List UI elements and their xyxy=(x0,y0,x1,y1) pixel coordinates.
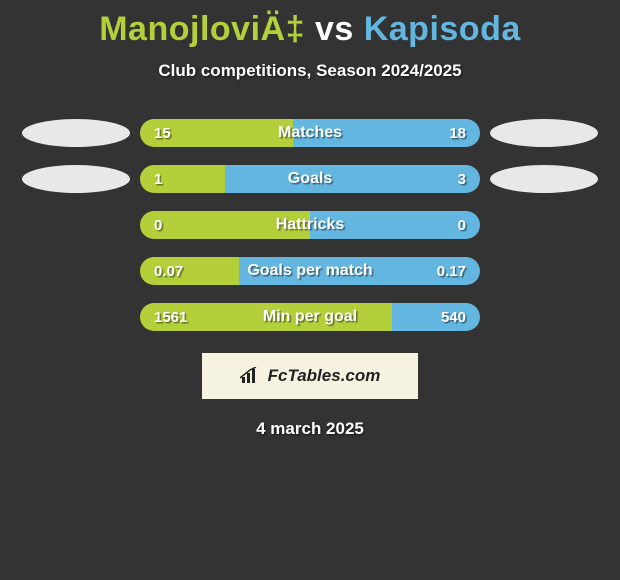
stat-bar-left xyxy=(140,165,225,193)
stat-bar-right xyxy=(310,211,480,239)
vs-text: vs xyxy=(315,10,354,48)
stat-bar: Hattricks00 xyxy=(140,211,480,239)
ellipse-slot-right xyxy=(480,257,608,285)
stat-bar-left xyxy=(140,211,310,239)
stat-bar-right xyxy=(293,119,480,147)
stat-bar-right xyxy=(225,165,480,193)
stat-bar: Matches1518 xyxy=(140,119,480,147)
date-text: 4 march 2025 xyxy=(256,419,364,439)
ellipse-slot-right xyxy=(480,165,608,193)
player2-photo-ellipse xyxy=(490,165,598,193)
ellipse-slot-left xyxy=(12,165,140,193)
stat-bar: Goals per match0.070.17 xyxy=(140,257,480,285)
stats-rows: Matches1518 Goals13 Hattricks00 Goals per m… xyxy=(0,119,620,331)
stat-bar-right xyxy=(239,257,480,285)
player1-name: ManojloviÄ‡ xyxy=(99,10,305,48)
page-title: ManojloviÄ‡ vs Kapisoda xyxy=(99,10,521,49)
stat-bar-right xyxy=(392,303,480,331)
stat-row: Min per goal1561540 xyxy=(0,303,620,331)
infographic-container: ManojloviÄ‡ vs Kapisoda Club competition… xyxy=(0,0,620,439)
stat-bar-left xyxy=(140,257,239,285)
ellipse-slot-left xyxy=(12,211,140,239)
stat-bar: Goals13 xyxy=(140,165,480,193)
brand-box: FcTables.com xyxy=(202,353,418,399)
ellipse-slot-right xyxy=(480,303,608,331)
ellipse-slot-left xyxy=(12,257,140,285)
ellipse-slot-left xyxy=(12,119,140,147)
subtitle: Club competitions, Season 2024/2025 xyxy=(158,61,461,81)
ellipse-slot-right xyxy=(480,211,608,239)
stat-bar-left xyxy=(140,303,392,331)
ellipse-slot-right xyxy=(480,119,608,147)
stat-bar: Min per goal1561540 xyxy=(140,303,480,331)
stat-row: Hattricks00 xyxy=(0,211,620,239)
stat-bar-left xyxy=(140,119,293,147)
stat-row: Goals13 xyxy=(0,165,620,193)
player1-photo-ellipse xyxy=(22,119,130,147)
stat-row: Goals per match0.070.17 xyxy=(0,257,620,285)
player2-photo-ellipse xyxy=(490,119,598,147)
ellipse-slot-left xyxy=(12,303,140,331)
brand-text: FcTables.com xyxy=(268,366,381,386)
stat-row: Matches1518 xyxy=(0,119,620,147)
bar-chart-icon xyxy=(240,367,262,385)
player2-name: Kapisoda xyxy=(364,10,521,48)
player1-photo-ellipse xyxy=(22,165,130,193)
